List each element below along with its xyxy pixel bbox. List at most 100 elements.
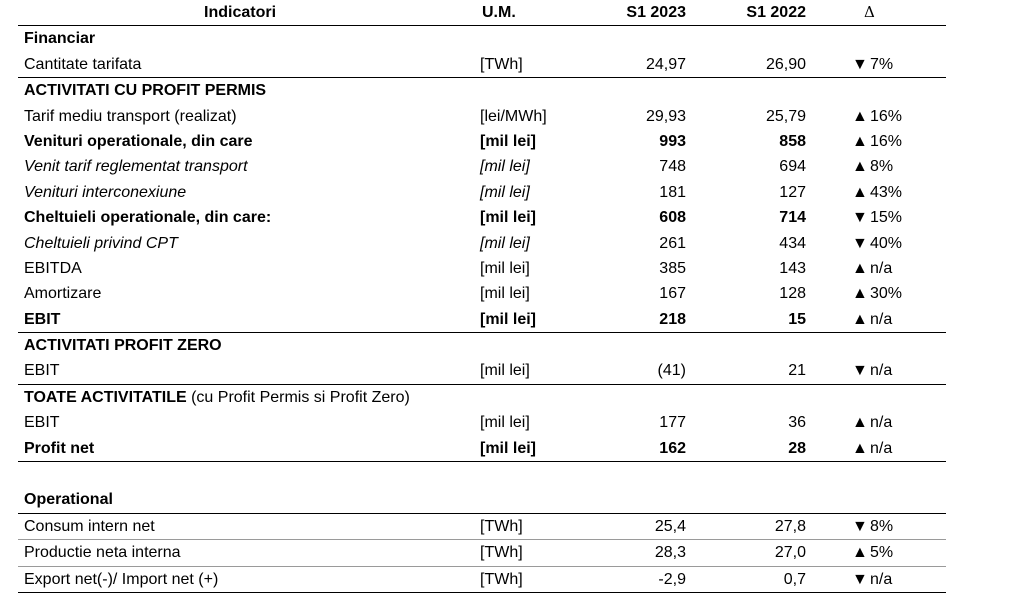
delta-cell: ▼ 7% <box>852 52 893 77</box>
arrow-up-icon: ▲ <box>852 158 868 176</box>
indicator-label: Venituri interconexiune <box>24 183 187 201</box>
table-row: Cheltuieli privind CPT [mil lei] 261 434 ▼ 40… <box>18 231 946 256</box>
table-row: Venituri interconexiune [mil lei] 181 127 ▲ 4… <box>18 180 946 205</box>
value-s1-2023: 608 <box>659 209 686 227</box>
indicator-label: Cheltuieli privind CPT <box>24 234 178 252</box>
arrow-up-icon: ▲ <box>852 132 868 150</box>
arrow-up-icon: ▲ <box>852 310 868 328</box>
header-s1-2023: S1 2023 <box>626 4 686 21</box>
value-s1-2023: 28,3 <box>654 544 686 562</box>
section-label: Operational <box>24 491 113 509</box>
section-row: ACTIVITATI CU PROFIT PERMIS <box>18 78 946 103</box>
unit-cell: [mil lei] <box>480 259 530 277</box>
arrow-down-icon: ▼ <box>852 234 868 252</box>
section-title: ACTIVITATI PROFIT ZERO <box>24 333 222 358</box>
table-row: Amortizare [mil lei] 167 128 ▲ 30% <box>18 281 946 306</box>
table-row: Venituri operationale, din care [mil lei]… <box>18 129 946 154</box>
delta-value: n/a <box>870 414 893 432</box>
unit-cell: [mil lei] <box>480 439 537 457</box>
value-s1-2022: 858 <box>779 132 806 150</box>
unit-cell: [mil lei] <box>480 234 530 252</box>
section-row: Financiar <box>18 26 946 51</box>
value-s1-2023: 29,93 <box>645 107 686 125</box>
delta-cell: ▼ n/a <box>852 567 892 592</box>
value-s1-2023: 167 <box>659 285 686 303</box>
arrow-down-icon: ▼ <box>852 55 868 73</box>
value-s1-2022: 25,79 <box>765 107 806 125</box>
arrow-up-icon: ▲ <box>852 439 868 457</box>
indicator-label: Venit tarif reglementat transport <box>24 158 248 176</box>
unit-cell: [TWh] <box>480 570 523 588</box>
table-row: Productie neta interna [TWh] 28,3 27,0 ▲ 5% <box>18 540 946 567</box>
indicator-label: Profit net <box>24 439 95 457</box>
arrow-down-icon: ▼ <box>852 362 868 380</box>
arrow-up-icon: ▲ <box>852 285 868 303</box>
unit-cell: [mil lei] <box>480 158 530 176</box>
indicator-label: Export net(-)/ Import net (+) <box>24 570 219 588</box>
unit-cell: [TWh] <box>480 544 523 562</box>
unit-cell: [mil lei] <box>480 209 537 227</box>
delta-cell: ▲ n/a <box>852 256 892 281</box>
unit-cell: [TWh] <box>480 517 523 535</box>
value-s1-2023: 748 <box>659 158 686 176</box>
indicator-label: Tarif mediu transport (realizat) <box>24 107 237 125</box>
delta-cell: ▲ 8% <box>852 154 893 179</box>
value-s1-2023: 261 <box>659 234 686 252</box>
delta-value: n/a <box>870 439 893 457</box>
indicator-label: Venituri operationale, din care <box>24 132 253 150</box>
indicator-label: EBIT <box>24 362 60 380</box>
delta-value: 8% <box>870 517 894 535</box>
section-label: TOATE ACTIVITATILE <box>24 388 187 406</box>
delta-value: 15% <box>870 209 903 227</box>
delta-cell: ▼ 40% <box>852 231 902 256</box>
value-s1-2023: 24,97 <box>645 55 686 73</box>
value-s1-2022: 36 <box>788 414 806 432</box>
table-row: Tarif mediu transport (realizat) [lei/MWh… <box>18 104 946 129</box>
arrow-up-icon: ▲ <box>852 414 868 432</box>
value-s1-2022: 127 <box>779 183 806 201</box>
delta-cell: ▲ n/a <box>852 410 892 435</box>
delta-value: 40% <box>870 234 903 252</box>
table-header: Indicatori U.M. S1 2023 S1 2022 Δ <box>18 0 946 27</box>
delta-cell: ▲ 30% <box>852 281 902 306</box>
delta-cell: ▼ 15% <box>852 205 902 230</box>
section-title: ACTIVITATI CU PROFIT PERMIS <box>24 78 266 103</box>
header-indicator: Indicatori <box>204 4 277 21</box>
delta-value: n/a <box>870 362 893 380</box>
table-row: Export net(-)/ Import net (+) [TWh] -2,9 0,… <box>18 567 946 593</box>
value-s1-2023: (41) <box>657 362 686 380</box>
indicator-label: Cheltuieli operationale, din care: <box>24 209 272 227</box>
value-s1-2022: 714 <box>779 209 806 227</box>
unit-cell: [lei/MWh] <box>480 107 547 125</box>
value-s1-2022: 28 <box>788 439 806 457</box>
value-s1-2023: 385 <box>659 259 686 277</box>
value-s1-2023: 25,4 <box>654 517 686 535</box>
section-label: ACTIVITATI CU PROFIT PERMIS <box>24 82 267 100</box>
header-um: U.M. <box>482 4 516 21</box>
arrow-down-icon: ▼ <box>852 209 868 227</box>
delta-value: n/a <box>870 259 893 277</box>
arrow-up-icon: ▲ <box>852 259 868 277</box>
table-row: Cantitate tarifata [TWh] 24,97 26,90 ▼ 7% <box>18 52 946 79</box>
value-s1-2022: 0,7 <box>783 570 806 588</box>
value-s1-2023: 993 <box>659 132 686 150</box>
value-s1-2022: 434 <box>779 234 806 252</box>
header-delta: Δ <box>864 3 875 21</box>
table-row: EBIT [mil lei] 177 36 ▲ n/a <box>18 410 946 435</box>
indicator-label: Amortizare <box>24 285 102 303</box>
delta-value: n/a <box>870 310 893 328</box>
table-row: EBIT [mil lei] 218 15 ▲ n/a <box>18 307 946 334</box>
value-s1-2022: 26,90 <box>765 55 806 73</box>
delta-cell: ▲ n/a <box>852 436 892 461</box>
table-row: Consum intern net [TWh] 25,4 27,8 ▼ 8% <box>18 514 946 541</box>
value-s1-2023: 162 <box>659 439 686 457</box>
section-row: ACTIVITATI PROFIT ZERO <box>18 333 946 358</box>
value-s1-2022: 27,0 <box>774 544 806 562</box>
table-row: Cheltuieli operationale, din care: [mil l… <box>18 205 946 230</box>
value-s1-2022: 143 <box>779 259 806 277</box>
delta-value: 5% <box>870 544 894 562</box>
value-s1-2022: 27,8 <box>774 517 806 535</box>
indicator-label: EBIT <box>24 310 61 328</box>
unit-cell: [mil lei] <box>480 414 530 432</box>
value-s1-2022: 128 <box>779 285 806 303</box>
